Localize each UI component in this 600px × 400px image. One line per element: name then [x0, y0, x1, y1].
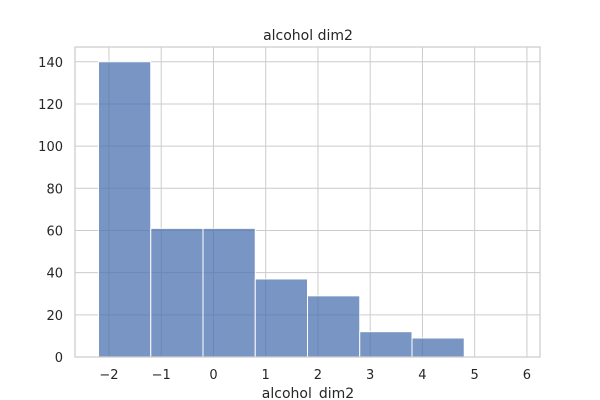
histogram-bar [411, 337, 465, 358]
histogram-bar [150, 227, 204, 358]
histogram-bar [202, 227, 256, 358]
x-axis-ticks: −2 −1 0 1 2 3 4 5 6 [99, 368, 531, 383]
y-tick-label: 0 [55, 351, 63, 366]
plot-frame [74, 46, 541, 358]
y-tick-label: 40 [46, 267, 63, 282]
x-axis-label: alcohol_dim2 [262, 386, 354, 400]
histogram-bars [98, 61, 465, 358]
x-tick-label: −1 [152, 368, 171, 383]
y-tick-label: 100 [38, 140, 63, 155]
histogram-bar [254, 278, 308, 358]
histogram-bar [98, 61, 152, 358]
x-tick-label: −2 [99, 368, 118, 383]
x-tick-label: 3 [366, 368, 374, 383]
y-tick-label: 60 [46, 224, 63, 239]
chart-title: alcohol dim2 [263, 28, 353, 44]
y-axis-ticks: 0 20 40 60 80 100 120 140 [38, 56, 63, 366]
x-tick-label: 6 [523, 368, 531, 383]
x-tick-label: 2 [314, 368, 322, 383]
y-tick-label: 20 [46, 309, 63, 324]
histogram-bar [307, 295, 361, 358]
x-tick-label: 0 [209, 368, 217, 383]
histogram-bar [359, 331, 413, 358]
x-tick-label: 5 [471, 368, 479, 383]
y-tick-label: 80 [46, 182, 63, 197]
y-tick-label: 140 [38, 56, 63, 71]
x-tick-label: 1 [262, 368, 270, 383]
x-tick-label: 4 [418, 368, 426, 383]
y-tick-label: 120 [38, 98, 63, 113]
